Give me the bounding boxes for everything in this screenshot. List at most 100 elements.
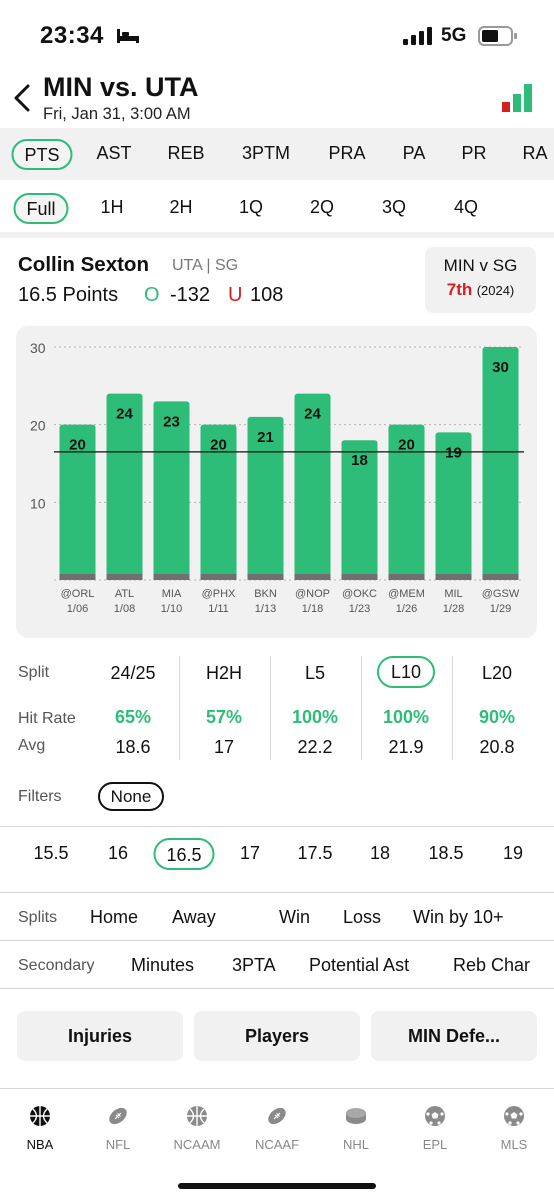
split-away[interactable]: Away [172, 907, 216, 927]
split-l5[interactable]: L5 [304, 663, 326, 683]
bar [388, 424, 425, 580]
period-3q[interactable]: 3Q [381, 197, 407, 217]
split-home[interactable]: Home [90, 907, 139, 927]
soccer-ball-icon [425, 1106, 445, 1126]
line-option-selected[interactable]: 16.5 [153, 838, 215, 870]
bar-base [341, 574, 378, 580]
signal-bars-icon[interactable] [500, 82, 534, 112]
filters-chip[interactable]: None [98, 782, 164, 811]
secondary-potential-ast[interactable]: Potential Ast [309, 955, 410, 975]
sport-tab-ncaam[interactable]: NCAAM [162, 1105, 232, 1152]
bar-chart: 30 20 10 20 @ORL 1/06 24 ATL 1/08 23 MIA 1/10 20 @PHX… [30, 340, 524, 615]
bar-base [388, 574, 425, 580]
tab-ra[interactable]: RA [522, 143, 548, 163]
split-h2h[interactable]: H2H [205, 663, 242, 683]
period-2h[interactable]: 2H [169, 197, 193, 217]
matchup-rank: 7th [446, 280, 473, 299]
x-tick-opponent: BKN [254, 588, 277, 600]
hit-rate-l5: 100% [291, 707, 339, 727]
tab-reb[interactable]: REB [167, 143, 205, 163]
back-chevron-icon[interactable] [10, 82, 34, 114]
tab-pts[interactable]: PTS [11, 139, 73, 170]
matchup-title: MIN v SG [443, 256, 518, 275]
bar-base [200, 574, 237, 580]
bar-base [482, 574, 519, 580]
x-tick-opponent: @NOP [295, 588, 330, 600]
x-tick-date: 1/23 [349, 603, 370, 615]
split-l20[interactable]: L20 [481, 663, 513, 683]
hit-rate-h2h: 57% [205, 707, 243, 727]
tab-pa[interactable]: PA [402, 143, 426, 163]
split-24-25[interactable]: 24/25 [110, 663, 156, 683]
secondary-3pta[interactable]: 3PTA [232, 955, 276, 975]
x-tick-date: 1/10 [161, 603, 182, 615]
split-win-by-10[interactable]: Win by 10+ [413, 907, 504, 927]
period-4q[interactable]: 4Q [453, 197, 479, 217]
bar [247, 416, 284, 580]
sport-tab-nfl[interactable]: NFL [83, 1105, 153, 1152]
x-tick-date: 1/13 [255, 603, 276, 615]
bar-data-label: 20 [210, 437, 227, 454]
under-price[interactable]: 108 [250, 284, 284, 306]
player-team-position: UTA | SG [172, 257, 239, 274]
over-price[interactable]: -132 [170, 284, 211, 306]
hit-rate-l20: 90% [478, 707, 516, 727]
secondary-minutes[interactable]: Minutes [131, 955, 195, 975]
x-tick-opponent: MIA [162, 588, 182, 600]
line-option[interactable]: 16 [107, 843, 129, 863]
split-l10[interactable]: L10 [377, 656, 435, 688]
bar-data-label: 24 [116, 406, 133, 423]
line-option[interactable]: 17 [239, 843, 261, 863]
sport-tab-nba[interactable]: NBA [5, 1105, 75, 1152]
line-option[interactable]: 19 [502, 843, 524, 863]
tab-3ptm[interactable]: 3PTM [241, 143, 291, 163]
sport-tab-mls[interactable]: MLS [479, 1105, 549, 1152]
period-1q[interactable]: 1Q [238, 197, 264, 217]
line-option[interactable]: 18 [369, 843, 391, 863]
period-1h[interactable]: 1H [100, 197, 124, 217]
hit-rate-l10: 100% [382, 707, 430, 727]
network-type: 5G [441, 25, 467, 46]
bar [153, 401, 190, 580]
players-button[interactable]: Players [194, 1011, 360, 1061]
line-option[interactable]: 15.5 [33, 843, 69, 863]
status-time: 23:34 [40, 22, 104, 49]
bar [294, 393, 331, 580]
soccer-ball-icon [504, 1106, 524, 1126]
split-divider [179, 656, 180, 760]
bar-base [435, 574, 472, 580]
matchup-rank-card[interactable]: MIN v SG 7th (2024) [425, 247, 536, 313]
hockey-puck-icon [346, 1108, 366, 1124]
sport-tab-nhl[interactable]: NHL [321, 1105, 391, 1152]
tab-pr[interactable]: PR [461, 143, 487, 163]
sport-tab-epl[interactable]: EPL [400, 1105, 470, 1152]
bar [200, 424, 237, 580]
split-divider [361, 656, 362, 760]
split-loss[interactable]: Loss [343, 907, 382, 927]
avg-h2h: 17 [213, 737, 235, 757]
sport-tab-ncaaf[interactable]: NCAAF [242, 1105, 312, 1152]
sport-tab-label: NBA [26, 1137, 54, 1152]
sport-tab-label: NFL [105, 1137, 131, 1152]
divider [0, 940, 554, 941]
injuries-button[interactable]: Injuries [17, 1011, 183, 1061]
y-tick-label: 20 [30, 418, 46, 434]
period-full[interactable]: Full [13, 193, 69, 224]
x-tick-opponent: @ORL [61, 588, 95, 600]
line-option[interactable]: 17.5 [297, 843, 333, 863]
secondary-reb-chances[interactable]: Reb Char [453, 955, 531, 975]
tab-pra[interactable]: PRA [328, 143, 366, 163]
football-icon [268, 1107, 286, 1125]
divider [0, 988, 554, 989]
splits-row-label: Splits [18, 909, 58, 926]
bar-base [59, 574, 96, 580]
hit-rate-label: Hit Rate [18, 710, 76, 727]
sleep-focus-icon [117, 29, 139, 43]
tab-ast[interactable]: AST [96, 143, 132, 163]
section-divider [0, 232, 554, 238]
line-option[interactable]: 18.5 [428, 843, 464, 863]
split-win[interactable]: Win [279, 907, 310, 927]
period-2q[interactable]: 2Q [309, 197, 335, 217]
min-defense-button[interactable]: MIN Defe... [371, 1011, 537, 1061]
bar [482, 347, 519, 580]
